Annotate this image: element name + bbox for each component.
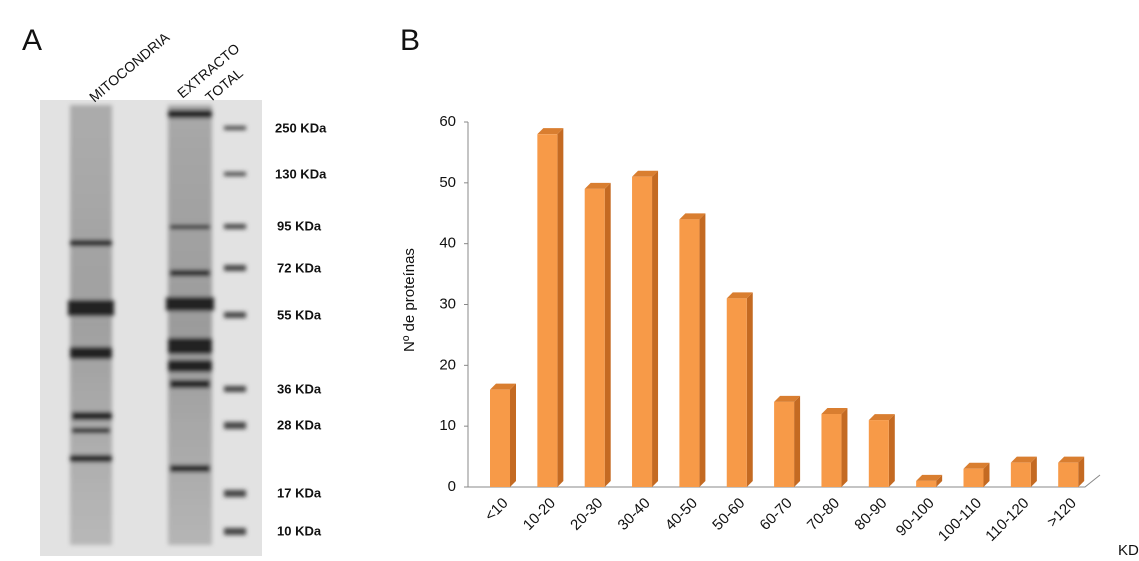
x-tick-label: 90-100: [893, 495, 938, 540]
x-tick-label: 100-110: [935, 495, 985, 545]
bar-side: [557, 128, 563, 487]
bar-side: [510, 384, 516, 487]
bar: [727, 298, 747, 487]
y-tick-label: 60: [439, 113, 456, 130]
y-tick-label: 30: [439, 295, 456, 312]
bar-side: [841, 408, 847, 487]
lane-label: MITOCONDRIA: [86, 29, 173, 106]
bar: [821, 414, 841, 487]
x-tick-label: 20-30: [567, 495, 606, 534]
bar: [537, 134, 557, 487]
bar-side: [699, 213, 705, 487]
marker-label: 250 KDa: [275, 120, 327, 135]
x-tick-label: <10: [482, 495, 512, 525]
bar: [632, 177, 652, 487]
bar: [679, 219, 699, 487]
figure: A MITOCONDRIA EXTRACTO: [0, 0, 1139, 561]
bar: [916, 481, 936, 487]
x-tick-label: 70-80: [804, 495, 843, 534]
bar: [964, 469, 984, 487]
bar: [1011, 463, 1031, 487]
bar: [1058, 463, 1078, 487]
gel: [40, 100, 262, 556]
bar-side: [889, 414, 895, 487]
y-tick-label: 10: [439, 417, 456, 434]
y-tick-label: 50: [439, 174, 456, 191]
panel-label: A: [22, 24, 42, 57]
bar: [585, 189, 605, 487]
bar-side: [747, 292, 753, 487]
x-tick-label: 60-70: [757, 495, 796, 534]
x-tick-label: 40-50: [662, 495, 701, 534]
marker-label: 28 KDa: [277, 417, 322, 432]
marker-label: 17 KDa: [277, 485, 322, 500]
x-tick-label: >120: [1044, 495, 1080, 531]
x-tick-label: 10-20: [520, 495, 559, 534]
y-tick-label: 0: [448, 478, 456, 495]
bar-side: [605, 183, 611, 487]
marker-label: 10 KDa: [277, 523, 322, 538]
marker-label: 36 KDa: [277, 381, 322, 396]
marker-label: 72 KDa: [277, 260, 322, 275]
panel-label: B: [400, 24, 420, 57]
marker-label: 95 KDa: [277, 218, 322, 233]
y-axis-label: Nº de proteínas: [401, 248, 418, 352]
x-tick-label: 80-90: [851, 495, 890, 534]
bar-side: [652, 171, 658, 487]
bar-side: [794, 396, 800, 487]
x-tick-label: 110-120: [982, 495, 1032, 545]
x-tick-label: 50-60: [709, 495, 748, 534]
marker-label: 55 KDa: [277, 307, 322, 322]
x-axis-label: KDa: [1118, 542, 1139, 559]
y-tick-label: 20: [439, 356, 456, 373]
y-tick-label: 40: [439, 235, 456, 252]
x-tick-label: 30-40: [615, 495, 654, 534]
bar: [774, 402, 794, 487]
bar: [869, 420, 889, 487]
bar: [490, 390, 510, 487]
marker-label: 130 KDa: [275, 166, 327, 181]
